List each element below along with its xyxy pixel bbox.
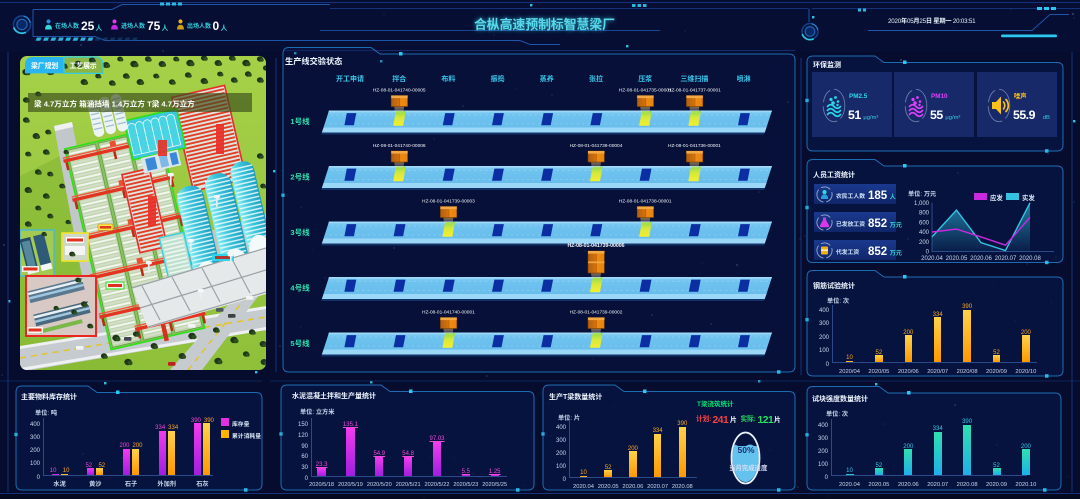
svg-text:600: 600 <box>919 220 930 226</box>
svg-text:梁 4.7万立方 箱涵挡墙 1.4万立方 T梁 4.7万: 梁 4.7万立方 箱涵挡墙 1.4万立方 T梁 4.7万立方 <box>34 99 195 110</box>
svg-text:1,000: 1,000 <box>914 201 930 207</box>
svg-text:喷淋: 喷淋 <box>737 74 751 84</box>
svg-text:HZ-08-01-041739-00002: HZ-08-01-041739-00002 <box>570 310 623 316</box>
svg-text:2020.05: 2020.05 <box>946 256 968 262</box>
svg-text:生产线交验状态: 生产线交验状态 <box>285 55 342 67</box>
svg-text:HZ-08-01-041740-00001: HZ-08-01-041740-00001 <box>422 310 475 316</box>
svg-text:三维扫描: 三维扫描 <box>680 74 708 84</box>
svg-text:HZ-08-01-041739-00006: HZ-08-01-041739-00006 <box>567 243 624 249</box>
svg-text:4号线: 4号线 <box>290 283 310 294</box>
svg-text:400: 400 <box>919 230 930 236</box>
svg-text:HZ-08-01-041740-00005: HZ-08-01-041740-00005 <box>373 88 426 94</box>
svg-text:工艺展示: 工艺展示 <box>70 60 97 70</box>
svg-text:1号线: 1号线 <box>290 116 310 127</box>
svg-text:开工申请: 开工申请 <box>336 74 364 84</box>
svg-text:梁厂规划: 梁厂规划 <box>31 60 58 70</box>
svg-text:布料: 布料 <box>441 74 455 84</box>
svg-text:拌合: 拌合 <box>392 74 406 84</box>
svg-text:HZ-08-01-041736-00001: HZ-08-01-041736-00001 <box>668 143 721 149</box>
svg-text:2020.07: 2020.07 <box>995 256 1017 262</box>
svg-text:HZ-08-01-041739-00004: HZ-08-01-041739-00004 <box>570 143 623 149</box>
svg-text:HZ-08-01-041735-00001: HZ-08-01-041735-00001 <box>619 88 672 94</box>
svg-text:200: 200 <box>919 240 930 246</box>
svg-text:800: 800 <box>919 211 930 217</box>
svg-text:2020.06: 2020.06 <box>970 256 992 262</box>
svg-text:2号线: 2号线 <box>290 172 310 183</box>
svg-text:振捣: 振捣 <box>491 74 505 84</box>
svg-text:张拉: 张拉 <box>589 74 603 84</box>
svg-text:HZ-08-01-041737-00001: HZ-08-01-041737-00001 <box>668 88 721 94</box>
svg-text:蒸养: 蒸养 <box>540 74 554 84</box>
svg-text:2020.04: 2020.04 <box>921 256 943 262</box>
svg-text:HZ-08-01-041738-00001: HZ-08-01-041738-00001 <box>619 199 672 205</box>
svg-text:0: 0 <box>926 250 930 256</box>
svg-text:HZ-08-01-041740-00006: HZ-08-01-041740-00006 <box>373 143 426 149</box>
svg-text:3号线: 3号线 <box>290 227 310 238</box>
svg-text:HZ-08-01-041739-00003: HZ-08-01-041739-00003 <box>422 199 475 205</box>
svg-text:5号线: 5号线 <box>290 338 310 349</box>
svg-text:2020.08: 2020.08 <box>1019 256 1041 262</box>
svg-text:压浆: 压浆 <box>638 74 652 84</box>
